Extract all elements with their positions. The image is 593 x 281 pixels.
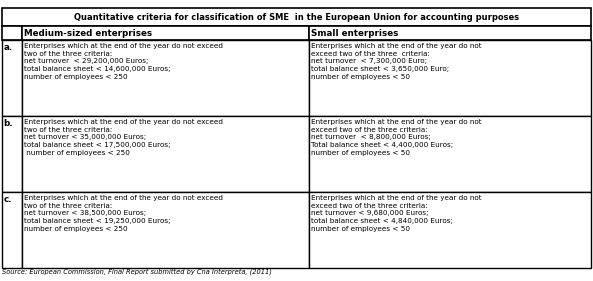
Text: a.: a. [4, 43, 13, 52]
Text: Enterprises which at the end of the year do not
exceed two of the three criteria: Enterprises which at the end of the year… [311, 195, 482, 232]
Text: Medium-sized enterprises: Medium-sized enterprises [24, 29, 152, 38]
Text: Enterprises which at the end of the year do not
exceed two of the three  criteri: Enterprises which at the end of the year… [311, 43, 482, 80]
Bar [2, 40, 22, 116]
Text: Enterprises which at the end of the year do not exceed
two of the three criteria: Enterprises which at the end of the year… [24, 119, 223, 156]
Bar [22, 116, 310, 192]
Text: Quantitative criteria for classification of SME  in the European Union for accou: Quantitative criteria for classification… [74, 12, 519, 22]
Bar [310, 26, 591, 40]
Text: Enterprises which at the end of the year do not
exceed two of the three criteria: Enterprises which at the end of the year… [311, 119, 482, 156]
Text: Enterprises which at the end of the year do not exceed
two of the three criteria: Enterprises which at the end of the year… [24, 43, 223, 80]
Text: b.: b. [4, 119, 13, 128]
Text: Small enterprises: Small enterprises [311, 29, 398, 38]
Bar [2, 8, 591, 26]
Bar [22, 192, 310, 268]
Bar [310, 116, 591, 192]
Bar [22, 26, 310, 40]
Bar [22, 40, 310, 116]
Bar [2, 116, 22, 192]
Text: Source: European Commission, Final Report submitted by Cna Interpreta, (2011): Source: European Commission, Final Repor… [2, 268, 272, 275]
Text: Enterprises which at the end of the year do not exceed
two of the three criteria: Enterprises which at the end of the year… [24, 195, 223, 232]
Bar [310, 192, 591, 268]
Bar [2, 26, 22, 40]
Text: c.: c. [4, 195, 12, 204]
Bar [2, 192, 22, 268]
Bar [310, 40, 591, 116]
